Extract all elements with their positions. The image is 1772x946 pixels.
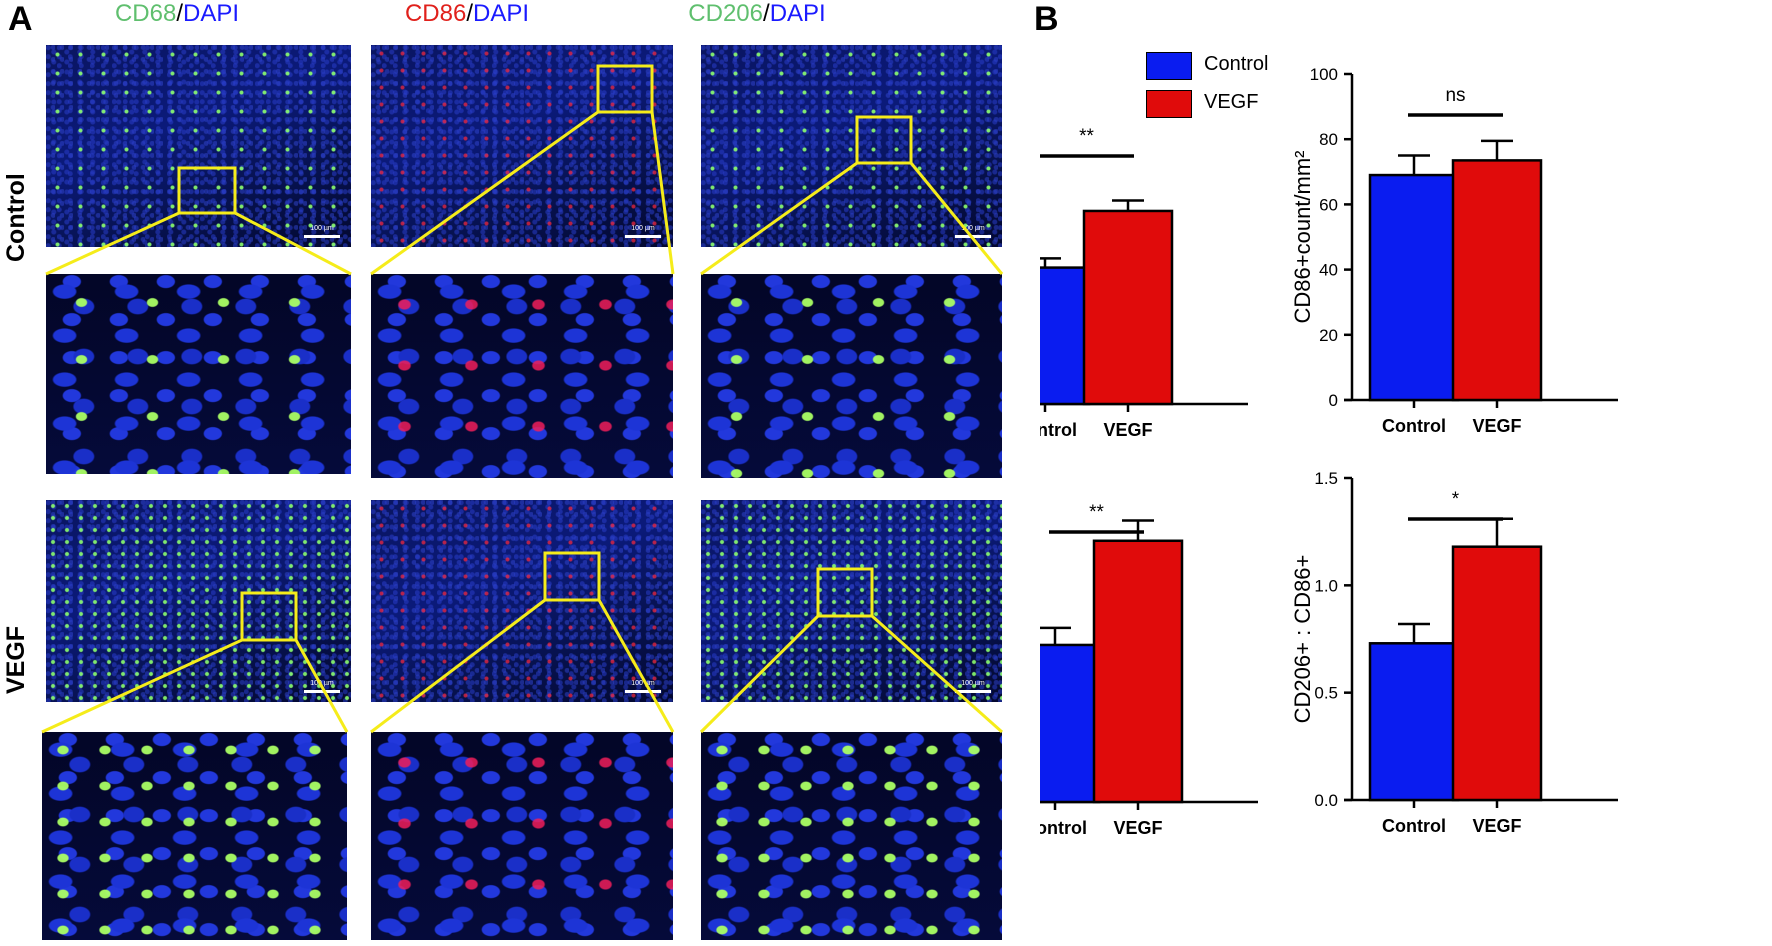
zoom-connector	[871, 614, 1003, 734]
micrograph-vegf-cd86-overview: 100 µm	[371, 500, 673, 702]
bar-control	[1040, 266, 1091, 406]
column-header-marker: CD206	[688, 0, 764, 27]
y-tick-label: 100	[1310, 65, 1338, 84]
zoom-connector	[700, 161, 858, 276]
zoom-connector	[597, 599, 675, 733]
column-header-marker: CD86	[404, 0, 467, 27]
panel-a-letter: A	[8, 0, 33, 38]
zoom-box	[816, 567, 874, 618]
column-header-separator: /	[763, 0, 770, 27]
micrograph-control-cd206-overview: 100 µm	[701, 45, 1002, 247]
column-header-separator: /	[466, 0, 473, 27]
y-tick-label: 40	[1319, 261, 1338, 280]
x-tick-label: VEGF	[1113, 818, 1162, 838]
y-tick-label: 0.5	[1314, 684, 1338, 703]
micrograph-control-cd86-overview: 100 µm	[371, 45, 673, 247]
zoom-connector	[45, 211, 180, 276]
bar-vegf	[1092, 539, 1184, 804]
y-tick-label: 0	[1329, 391, 1338, 410]
micrograph-vegf-cd206-overview: 100 µm	[701, 500, 1002, 702]
column-header-dapi: DAPI	[769, 0, 826, 27]
significance-label: **	[1089, 502, 1104, 523]
zoom-connector	[41, 638, 243, 734]
column-header-cd206: CD206/DAPI	[612, 0, 902, 28]
zoom-box	[543, 551, 601, 602]
panel-b-letter: B	[1034, 0, 1059, 38]
zoom-box	[240, 591, 298, 642]
zoom-connector	[294, 639, 349, 733]
micrograph-vegf-cd68-overview: 100 µm	[46, 500, 351, 702]
column-header-dapi: DAPI	[183, 0, 240, 27]
y-tick-label: 1.0	[1314, 576, 1338, 595]
y-tick-label: 1.5	[1314, 469, 1338, 488]
significance-label: **	[1079, 126, 1094, 147]
zoom-box	[177, 166, 237, 215]
zoom-overlay	[41, 64, 1004, 734]
y-axis-label: CD86+count/mm²	[1290, 150, 1315, 323]
x-tick-label: Control	[1040, 818, 1087, 838]
y-tick-label: 20	[1319, 326, 1338, 345]
legend-swatch-vegf	[1146, 90, 1192, 118]
x-tick-label: Control	[1382, 816, 1446, 836]
y-tick-label: 60	[1319, 195, 1338, 214]
zoom-connector	[909, 162, 1004, 275]
bar-control	[1368, 173, 1460, 402]
micrograph-vegf-cd206-zoom	[701, 732, 1002, 940]
significance-label: ns	[1445, 85, 1465, 106]
micrograph-control-cd68-overview: 100 µm	[46, 45, 351, 247]
micrograph-control-cd68-zoom	[46, 274, 351, 474]
column-header-cd86: CD86/DAPI	[322, 0, 612, 28]
x-tick-label: VEGF	[1103, 420, 1152, 440]
x-tick-label: VEGF	[1472, 816, 1521, 836]
x-tick-label: VEGF	[1472, 416, 1521, 436]
zoom-connector	[699, 614, 820, 734]
bar-control	[1040, 643, 1101, 804]
y-tick-label: 80	[1319, 130, 1338, 149]
bar-control	[1368, 642, 1460, 802]
zoom-connector	[234, 211, 352, 276]
micrograph-control-cd206-zoom	[701, 274, 1002, 478]
legend-swatch-control	[1146, 52, 1192, 80]
y-tick-label: 0.0	[1314, 791, 1338, 810]
legend-label-control: Control	[1204, 53, 1269, 75]
column-header-cd68: CD68/DAPI	[32, 0, 322, 28]
zoom-box	[596, 64, 654, 114]
column-header-separator: /	[176, 0, 183, 27]
micrograph-vegf-cd86-zoom	[371, 732, 673, 940]
legend-label-vegf: VEGF	[1204, 91, 1259, 113]
micrograph-control-cd86-zoom	[371, 274, 673, 478]
zoom-connector	[370, 598, 546, 734]
zoom-connector	[370, 110, 599, 276]
column-header-marker: CD68	[114, 0, 177, 27]
zoom-box	[855, 115, 913, 165]
bar-vegf	[1451, 545, 1543, 802]
bar-vegf	[1451, 159, 1543, 402]
bar-charts: 050100150200250ControlVEGF**CD68+count/m…	[1040, 65, 1618, 838]
micrograph-vegf-cd68-zoom	[42, 732, 347, 940]
bar-vegf	[1082, 209, 1174, 406]
x-tick-label: Control	[1040, 420, 1077, 440]
x-tick-label: Control	[1382, 416, 1446, 436]
zoom-connector	[650, 111, 675, 275]
y-axis-label: CD206+ : CD86+	[1290, 555, 1315, 724]
significance-label: *	[1452, 489, 1460, 510]
column-header-dapi: DAPI	[473, 0, 530, 27]
